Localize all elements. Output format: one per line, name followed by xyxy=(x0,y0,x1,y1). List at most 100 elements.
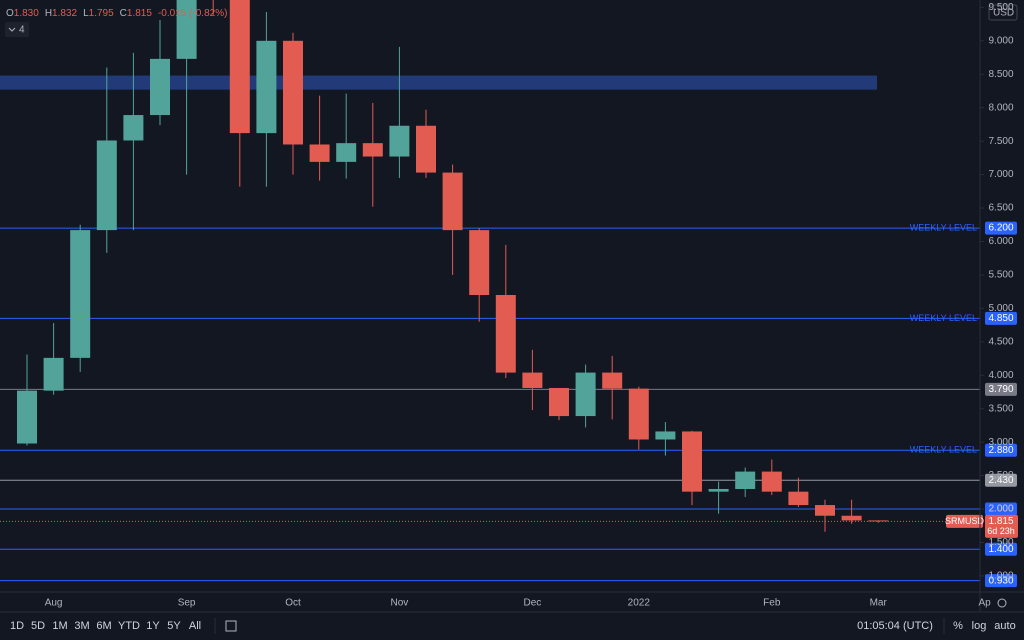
candle-body xyxy=(362,143,383,157)
range-button[interactable]: YTD xyxy=(118,620,140,632)
x-tick-label: Oct xyxy=(285,598,301,609)
clock: 01:05:04 (UTC) xyxy=(857,620,933,632)
settings-icon[interactable] xyxy=(997,598,1007,608)
candle-body xyxy=(682,431,702,492)
price-box xyxy=(985,514,1018,538)
candle-body xyxy=(602,372,623,389)
legend-value: 1.832 xyxy=(52,8,77,19)
scale-option[interactable]: log xyxy=(972,620,987,632)
y-tick-label: 3.000 xyxy=(988,437,1013,448)
candle-body xyxy=(495,294,516,373)
candle-body xyxy=(70,230,91,358)
candle-body xyxy=(655,431,676,440)
scale-option[interactable]: % xyxy=(953,620,963,632)
x-tick-label: Aug xyxy=(45,598,63,609)
y-tick-label: 7.000 xyxy=(988,169,1013,180)
x-tick-label: 2022 xyxy=(628,598,651,609)
level-label-box xyxy=(985,443,1017,457)
level-label: 0.930 xyxy=(988,575,1013,586)
level-label-box xyxy=(985,473,1017,487)
candle-body xyxy=(176,0,197,59)
level-note: WEEKLY LEVEL xyxy=(910,222,977,232)
candle-body xyxy=(469,230,490,295)
x-tick-label: Mar xyxy=(870,598,888,609)
symbol-box xyxy=(946,514,983,528)
y-tick-label: 5.000 xyxy=(988,303,1013,314)
range-button[interactable]: 1M xyxy=(52,620,67,632)
level-label: 1.400 xyxy=(988,544,1013,555)
currency[interactable]: USD xyxy=(993,8,1014,19)
x-tick-label: Dec xyxy=(524,598,542,609)
candle-body xyxy=(575,372,596,417)
legend-change: -0.015 (-0.82%) xyxy=(158,8,227,19)
candle-body xyxy=(389,125,410,157)
level-label: 6.200 xyxy=(988,223,1013,234)
y-tick-label: 6.000 xyxy=(988,236,1013,247)
symbol-label: SRMUSD xyxy=(945,516,985,526)
candle-body xyxy=(628,388,649,440)
chevron-icon xyxy=(8,27,16,32)
candle-body xyxy=(229,0,250,134)
candle-body xyxy=(150,58,170,116)
candle-body xyxy=(735,471,756,489)
candle-body xyxy=(815,505,835,516)
candle-body xyxy=(708,488,729,492)
legend-value: 1.795 xyxy=(89,8,114,19)
countdown: 6d 23h xyxy=(987,526,1015,536)
y-tick-label: 8.000 xyxy=(988,102,1013,113)
level-label-box xyxy=(985,221,1017,235)
x-tick-label: Sep xyxy=(178,598,196,609)
y-tick-label: 4.500 xyxy=(988,336,1013,347)
candle-body xyxy=(868,520,889,522)
y-tick-label: 5.500 xyxy=(988,270,1013,281)
range-button[interactable]: 1D xyxy=(10,620,24,632)
candle-body xyxy=(522,372,543,388)
x-tick-label: Ap xyxy=(978,598,991,609)
indicator-toggle[interactable] xyxy=(5,22,29,37)
range-button[interactable]: All xyxy=(189,620,201,632)
level-label-box xyxy=(985,502,1017,516)
level-label-box xyxy=(985,311,1017,325)
y-tick-label: 7.500 xyxy=(988,136,1013,147)
date-range-icon[interactable] xyxy=(225,620,237,632)
candle-body xyxy=(788,491,809,506)
level-note: WEEKLY LEVEL xyxy=(910,445,977,455)
currency-button[interactable] xyxy=(988,4,1018,21)
y-tick-label: 9.000 xyxy=(988,35,1013,46)
candle-body xyxy=(123,115,144,141)
candle-body xyxy=(96,140,117,231)
level-label-box xyxy=(985,574,1017,588)
candle-body xyxy=(309,144,330,162)
legend-value: 1.830 xyxy=(14,8,39,19)
legend-key: C xyxy=(120,8,127,19)
y-tick-label: 2.500 xyxy=(988,470,1013,481)
level-label: 2.880 xyxy=(988,445,1013,456)
scale-option[interactable]: auto xyxy=(994,620,1015,632)
candle-body xyxy=(17,390,37,444)
legend-value: 1.815 xyxy=(127,8,152,19)
y-tick-label: 9.500 xyxy=(988,2,1013,13)
indicator-count[interactable]: 4 xyxy=(19,25,25,36)
range-button[interactable]: 5D xyxy=(31,620,45,632)
x-tick-label: Feb xyxy=(763,598,781,609)
candle-body xyxy=(336,143,357,162)
legend-key: O xyxy=(6,8,14,19)
x-tick-label: Nov xyxy=(391,598,409,609)
range-button[interactable]: 1Y xyxy=(146,620,160,632)
range-button[interactable]: 5Y xyxy=(167,620,181,632)
level-label: 2.430 xyxy=(988,475,1013,486)
level-label-box xyxy=(985,542,1017,556)
candle-body xyxy=(549,387,569,417)
level-label: 3.790 xyxy=(988,384,1013,395)
candle-body xyxy=(841,515,862,521)
range-button[interactable]: 6M xyxy=(96,620,111,632)
overlay: 6.200 WEEKLY LEVEL 4.850 WEEKLY LEVEL 3.790 2… xyxy=(910,221,1018,588)
range-button[interactable]: 3M xyxy=(74,620,89,632)
level-label: 4.850 xyxy=(988,313,1013,324)
level-note: WEEKLY LEVEL xyxy=(910,313,977,323)
y-tick-label: 1.500 xyxy=(988,537,1013,548)
legend-key: H xyxy=(45,8,52,19)
y-tick-label: 2.000 xyxy=(988,504,1013,515)
y-tick-label: 1.000 xyxy=(988,571,1013,582)
